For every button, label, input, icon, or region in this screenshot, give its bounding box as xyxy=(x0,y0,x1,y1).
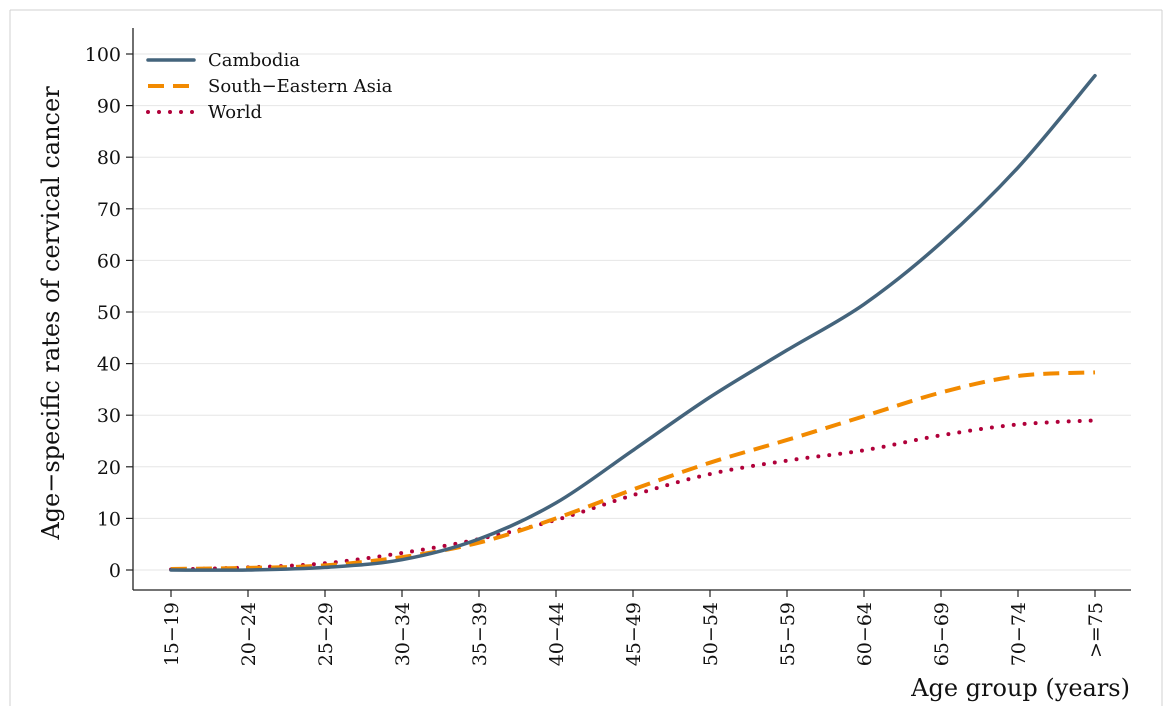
x-tick-label: 60−64 xyxy=(854,602,876,666)
series-lines xyxy=(169,73,1097,572)
x-tick-label: 20−24 xyxy=(238,602,260,666)
series-line-south-eastern-asia xyxy=(170,370,1096,571)
legend: Cambodia South−Eastern Asia World xyxy=(146,50,393,123)
series-line-world xyxy=(169,418,1097,572)
y-tick-label: 10 xyxy=(97,508,121,530)
x-tick-label: 65−69 xyxy=(931,602,953,666)
y-tick-label: 40 xyxy=(97,354,121,376)
x-tick-label: 55−59 xyxy=(777,602,799,666)
x-tick-label: >=75 xyxy=(1085,602,1107,658)
x-axis-ticks: 15−19 20−24 25−29 30−34 35−39 40−44 45−49 50−54… xyxy=(161,590,1107,666)
legend-label: South−Eastern Asia xyxy=(208,76,393,97)
x-tick-label: 30−34 xyxy=(392,602,414,666)
series-line-cambodia xyxy=(169,73,1097,572)
y-axis-ticks: 0 10 20 30 40 50 60 70 80 90 100 xyxy=(85,44,133,582)
x-tick-label: 15−19 xyxy=(161,602,183,666)
x-tick-label: 70−74 xyxy=(1008,602,1030,666)
y-tick-label: 0 xyxy=(109,560,121,582)
y-tick-label: 60 xyxy=(97,250,121,272)
x-tick-label: 50−54 xyxy=(700,602,722,666)
x-tick-label: 40−44 xyxy=(546,602,568,666)
x-axis-label: Age group (years) xyxy=(910,674,1130,702)
x-tick-label: 45−49 xyxy=(623,602,645,666)
legend-label: Cambodia xyxy=(208,50,300,71)
legend-label: World xyxy=(208,102,262,123)
y-tick-label: 80 xyxy=(97,147,121,169)
y-tick-label: 50 xyxy=(97,302,121,324)
y-tick-label: 20 xyxy=(97,457,121,479)
grid-lines xyxy=(133,53,1131,571)
x-tick-label: 35−39 xyxy=(469,602,491,666)
x-tick-label: 25−29 xyxy=(315,602,337,666)
y-tick-label: 90 xyxy=(97,96,121,118)
axes xyxy=(132,28,1131,591)
y-tick-label: 30 xyxy=(97,405,121,427)
y-axis-label: Age−specific rates of cervical cancer xyxy=(37,86,65,541)
y-tick-label: 70 xyxy=(97,199,121,221)
y-tick-label: 100 xyxy=(85,44,121,66)
